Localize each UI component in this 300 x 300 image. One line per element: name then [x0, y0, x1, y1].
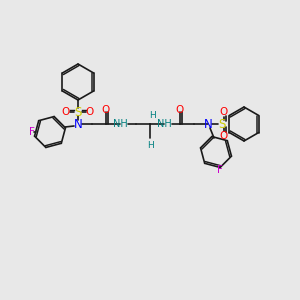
Text: H: H: [148, 112, 155, 121]
Text: N: N: [74, 118, 82, 130]
Text: N: N: [204, 118, 212, 130]
Text: S: S: [218, 118, 226, 130]
Text: F: F: [217, 165, 223, 175]
Text: O: O: [176, 105, 184, 115]
Text: O: O: [62, 107, 70, 117]
Text: NH: NH: [157, 119, 171, 129]
Text: O: O: [220, 131, 228, 141]
Text: S: S: [74, 106, 82, 118]
Text: F: F: [29, 127, 35, 137]
Text: H: H: [147, 140, 153, 149]
Text: O: O: [86, 107, 94, 117]
Text: NH: NH: [112, 119, 128, 129]
Text: O: O: [220, 107, 228, 117]
Text: O: O: [102, 105, 110, 115]
